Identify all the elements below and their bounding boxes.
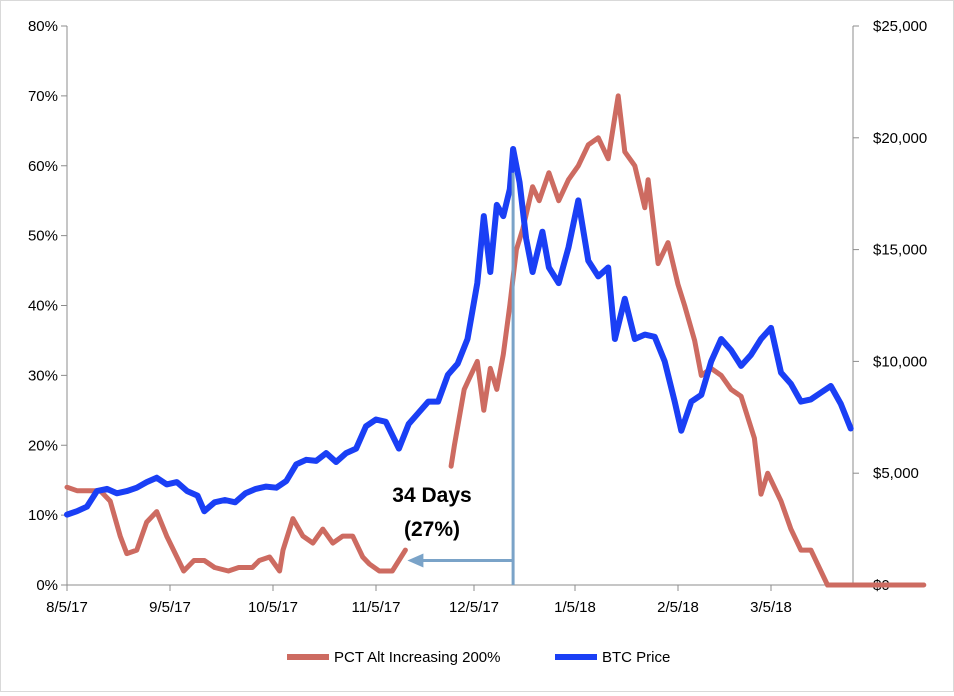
x-tick-label: 12/5/17 bbox=[449, 599, 499, 616]
axes: 0%10%20%30%40%50%60%70%80%$0$5,000$10,00… bbox=[28, 18, 927, 616]
legend-label: PCT Alt Increasing 200% bbox=[334, 649, 500, 666]
series-layer bbox=[64, 93, 927, 588]
legend-item-pct-alt: PCT Alt Increasing 200% bbox=[287, 649, 500, 666]
y-left-tick-label: 60% bbox=[28, 158, 58, 175]
y-left-tick-label: 10% bbox=[28, 507, 58, 524]
legend-item-btc-price: BTC Price bbox=[555, 649, 670, 666]
y-left-tick-label: 70% bbox=[28, 88, 58, 105]
x-tick-label: 11/5/17 bbox=[352, 599, 401, 616]
y-left-tick-label: 80% bbox=[28, 18, 58, 35]
y-right-tick-label: $5,000 bbox=[873, 465, 919, 482]
x-tick-label: 8/5/17 bbox=[46, 599, 88, 616]
y-right-tick-label: $25,000 bbox=[873, 18, 927, 35]
series-line-btc-price bbox=[64, 146, 854, 518]
annotation-arrow-head bbox=[407, 553, 424, 568]
x-tick-label: 1/5/18 bbox=[554, 599, 596, 616]
x-tick-label: 9/5/17 bbox=[149, 599, 191, 616]
y-right-tick-label: $10,000 bbox=[873, 353, 927, 370]
annotation-label-line: (27%) bbox=[404, 518, 460, 541]
y-left-tick-label: 40% bbox=[28, 298, 58, 315]
annotation-label-line: 34 Days bbox=[392, 484, 471, 507]
series-line-pct-alt bbox=[64, 93, 927, 588]
legend-label: BTC Price bbox=[602, 649, 670, 666]
y-right-tick-label: $20,000 bbox=[873, 130, 927, 147]
legend: PCT Alt Increasing 200% BTC Price bbox=[287, 649, 670, 666]
x-tick-label: 10/5/17 bbox=[248, 599, 298, 616]
y-left-tick-label: 30% bbox=[28, 367, 58, 384]
x-tick-label: 3/5/18 bbox=[750, 599, 792, 616]
y-left-tick-label: 0% bbox=[36, 577, 58, 594]
y-right-tick-label: $15,000 bbox=[873, 242, 927, 259]
y-left-tick-label: 50% bbox=[28, 228, 58, 245]
x-tick-label: 2/5/18 bbox=[657, 599, 699, 616]
annotation: 34 Days (27%) bbox=[392, 172, 515, 585]
y-left-tick-label: 20% bbox=[28, 437, 58, 454]
